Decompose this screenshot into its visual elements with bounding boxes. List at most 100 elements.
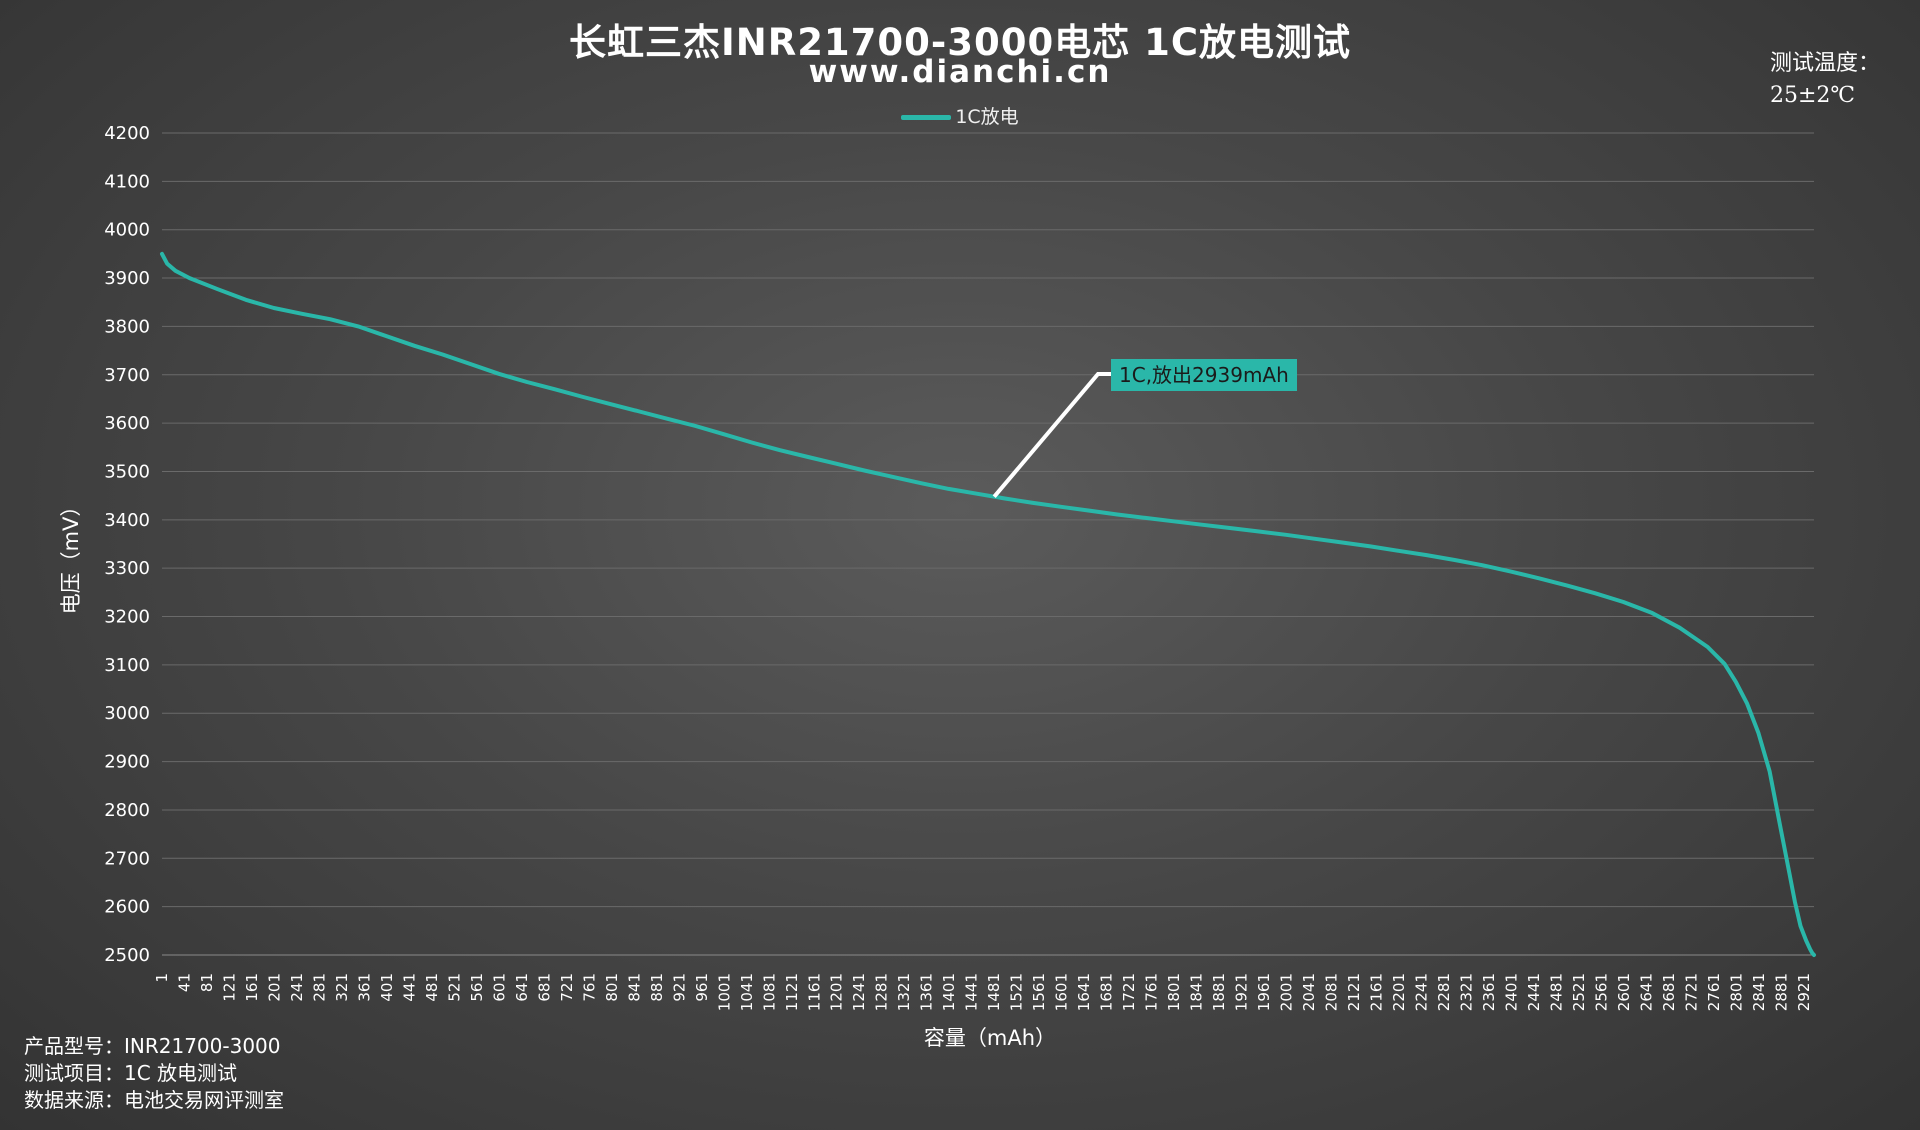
- x-tick-label: 361: [355, 973, 373, 1002]
- x-tick-label: 2481: [1547, 973, 1565, 1011]
- x-tick-label: 121: [220, 973, 238, 1002]
- chart-subtitle: www.dianchi.cn: [808, 54, 1112, 90]
- y-tick-label: 2800: [104, 800, 150, 821]
- y-tick-label: 2700: [104, 848, 150, 869]
- x-tick-label: 1201: [828, 973, 846, 1011]
- x-tick-label: 561: [468, 973, 486, 1002]
- x-tick-label: 2121: [1345, 973, 1363, 1011]
- x-tick-label: 2761: [1705, 973, 1723, 1011]
- x-tick-label: 1921: [1233, 973, 1251, 1011]
- x-tick-label: 2641: [1637, 973, 1655, 1011]
- y-tick-label: 4100: [104, 171, 150, 192]
- footer-model: 产品型号：INR21700-3000: [24, 1034, 281, 1058]
- test-temperature: 测试温度： 25±2℃: [1770, 48, 1880, 112]
- x-tick-label: 41: [175, 973, 193, 992]
- x-tick-label: 481: [423, 973, 441, 1002]
- x-tick-label: 1481: [985, 973, 1003, 1011]
- y-tick-label: 2900: [104, 752, 150, 773]
- temperature-label: 测试温度：: [1769, 51, 1880, 76]
- x-tick-label: 1801: [1165, 973, 1183, 1011]
- x-tick-label: 641: [513, 973, 531, 1002]
- x-tick-label: 2161: [1368, 973, 1386, 1011]
- y-tick-label: 3000: [104, 703, 150, 724]
- x-tick-label: 2241: [1413, 973, 1431, 1011]
- x-tick-label: 2521: [1570, 973, 1588, 1011]
- x-tick-label: 721: [558, 973, 576, 1002]
- x-tick-label: 401: [378, 973, 396, 1002]
- x-tick-label: 321: [333, 973, 351, 1002]
- temperature-value: 25±2℃: [1769, 83, 1856, 108]
- y-tick-label: 4200: [104, 123, 150, 144]
- y-axis-label: 电压（mV）: [59, 496, 83, 615]
- y-tick-label: 2600: [104, 897, 150, 918]
- x-tick-label: 601: [490, 973, 508, 1002]
- x-tick-label: 1441: [963, 973, 981, 1011]
- x-tick-label: 2721: [1682, 973, 1700, 1011]
- y-tick-label: 3900: [104, 268, 150, 289]
- x-tick-label: 1121: [783, 973, 801, 1011]
- y-tick-label: 3700: [104, 365, 150, 386]
- x-tick-label: 1361: [918, 973, 936, 1011]
- footer-test-item: 测试项目：1C 放电测试: [24, 1061, 238, 1085]
- x-tick-label: 1: [153, 973, 171, 983]
- x-tick-label: 881: [648, 973, 666, 1002]
- x-tick-label: 2561: [1592, 973, 1610, 1011]
- x-tick-label: 161: [243, 973, 261, 1002]
- x-tick-label: 2601: [1615, 973, 1633, 1011]
- y-axis-ticks: 2500 2600 2700 2800 2900 3000 3100 3200 3300 3400…: [104, 123, 150, 966]
- x-tick-label: 241: [288, 973, 306, 1002]
- y-tick-label: 4000: [104, 220, 150, 241]
- x-axis-ticks: 1 41 81 121 161 201 241 281 321 361 401 441 481 521 56…: [153, 973, 1813, 1011]
- x-tick-label: 2801: [1727, 973, 1745, 1011]
- footer-info: 产品型号：INR21700-3000 测试项目：1C 放电测试 数据来源：电池交…: [24, 1033, 284, 1114]
- x-tick-label: 2881: [1772, 973, 1790, 1011]
- x-tick-label: 1281: [873, 973, 891, 1011]
- x-tick-label: 1161: [805, 973, 823, 1011]
- x-tick-label: 1241: [850, 973, 868, 1011]
- x-tick-label: 2441: [1525, 973, 1543, 1011]
- x-tick-label: 2201: [1390, 973, 1408, 1011]
- x-tick-label: 2281: [1435, 973, 1453, 1011]
- x-tick-label: 1401: [940, 973, 958, 1011]
- annotation-layer: [992, 372, 1111, 499]
- series-line: [160, 251, 1816, 957]
- x-tick-label: 1961: [1255, 973, 1273, 1011]
- x-tick-label: 1081: [760, 973, 778, 1011]
- x-tick-label: 2921: [1795, 973, 1813, 1011]
- y-tick-label: 3100: [104, 655, 150, 676]
- x-tick-label: 1721: [1120, 973, 1138, 1011]
- x-tick-label: 2841: [1750, 973, 1768, 1011]
- x-tick-label: 2681: [1660, 973, 1678, 1011]
- x-tick-label: 441: [400, 973, 418, 1002]
- legend: 1C放电: [0, 102, 1920, 129]
- x-tick-label: 2081: [1323, 973, 1341, 1011]
- x-tick-label: 1761: [1143, 973, 1161, 1011]
- y-tick-label: 2500: [104, 945, 150, 966]
- annotation-label: 1C,放出2939mAh: [1111, 359, 1297, 391]
- x-tick-label: 1321: [895, 973, 913, 1011]
- x-tick-label: 2321: [1458, 973, 1476, 1011]
- x-tick-label: 201: [265, 973, 283, 1002]
- x-tick-label: 521: [445, 973, 463, 1002]
- x-tick-label: 921: [670, 973, 688, 1002]
- x-tick-label: 1601: [1053, 973, 1071, 1011]
- x-tick-label: 2361: [1480, 973, 1498, 1011]
- x-tick-label: 681: [535, 973, 553, 1002]
- x-tick-label: 1561: [1030, 973, 1048, 1011]
- x-axis-label: 容量（mAh）: [924, 1026, 1056, 1050]
- legend-label: 1C放电: [955, 106, 1019, 128]
- chart-title: 长虹三杰INR21700-3000电芯 1C放电测试: [568, 21, 1352, 64]
- x-tick-label: 1521: [1008, 973, 1026, 1011]
- x-tick-label: 1841: [1188, 973, 1206, 1011]
- y-tick-label: 3400: [104, 510, 150, 531]
- legend-swatch: [901, 115, 952, 120]
- y-tick-label: 3600: [104, 413, 150, 434]
- x-tick-label: 2001: [1278, 973, 1296, 1011]
- x-tick-label: 761: [580, 973, 598, 1002]
- y-tick-label: 3200: [104, 607, 150, 628]
- x-tick-label: 81: [198, 973, 216, 992]
- series-layer: [160, 251, 1816, 957]
- x-tick-label: 1881: [1210, 973, 1228, 1011]
- y-tick-label: 3800: [104, 316, 150, 337]
